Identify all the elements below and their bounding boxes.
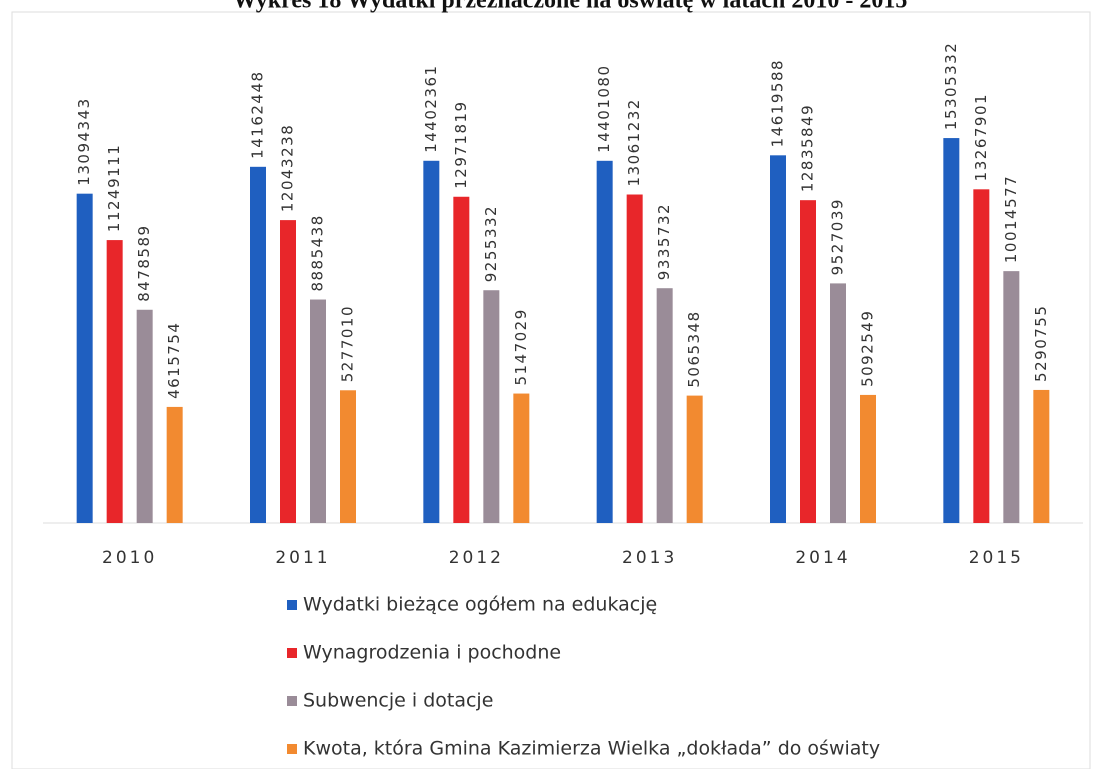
bar [626,194,643,523]
bar [483,290,500,523]
value-label: 5065348 [685,310,703,387]
value-label: 9255332 [482,205,500,282]
bar [250,166,266,523]
bar [596,160,613,523]
value-label: 10014577 [1002,175,1020,263]
x-tick-label: 2015 [969,548,1024,568]
bar [423,160,440,523]
value-label: 14401080 [595,64,613,152]
bar [860,394,876,523]
legend-swatch [287,744,297,754]
legend-label: Wydatki bieżące ogółem na edukację [303,594,657,616]
bar [76,193,93,523]
bar [453,196,470,523]
bar [310,299,326,523]
x-tick-label: 2014 [795,548,850,568]
value-label: 14162448 [249,70,267,158]
legend-swatch [287,648,297,658]
value-label: 5092549 [859,310,877,387]
value-label: 13094343 [75,97,93,185]
value-label: 5290755 [1032,305,1050,382]
x-tick-label: 2011 [275,548,330,568]
value-label: 9335732 [655,203,673,280]
frame [11,11,1091,769]
value-label: 4615754 [165,322,183,399]
bar [800,200,816,523]
bar [1003,271,1020,523]
value-label: 12971819 [452,100,470,188]
legend-label: Subwencje i dotacje [303,690,493,712]
bar [830,283,846,523]
value-label: 13267901 [972,93,990,181]
bar [166,406,183,523]
value-label: 11249111 [105,144,123,232]
value-label: 13061232 [625,98,643,186]
x-tick-label: 2012 [449,548,504,568]
bar [656,288,673,523]
bar [280,220,296,524]
bar [943,138,960,523]
legend-label: Kwota, która Gmina Kazimierza Wielka „do… [303,738,880,760]
value-label: 12835849 [799,104,817,192]
legend-label: Wynagrodzenia i pochodne [303,642,561,664]
chart-title: Wykres 18 Wydatki przeznaczone na oświat… [233,0,908,14]
value-label: 14619588 [769,59,787,147]
bar [1033,389,1050,523]
bar [136,309,153,523]
legend-swatch [287,600,297,610]
value-label: 15305332 [942,42,960,130]
bar [686,395,703,523]
bar [340,390,356,523]
value-label: 5277010 [339,305,357,382]
value-label: 12043238 [279,124,297,212]
legend-swatch [287,696,297,706]
x-tick-label: 2013 [622,548,677,568]
value-label: 8885438 [309,214,327,291]
bar [513,393,530,523]
value-label: 9527039 [829,198,847,275]
bar [973,189,990,523]
value-label: 14402361 [422,64,440,152]
bar [106,240,123,524]
value-label: 5147029 [512,308,530,385]
bar [770,155,786,523]
value-label: 8478589 [135,224,153,301]
x-tick-label: 2010 [102,548,157,568]
